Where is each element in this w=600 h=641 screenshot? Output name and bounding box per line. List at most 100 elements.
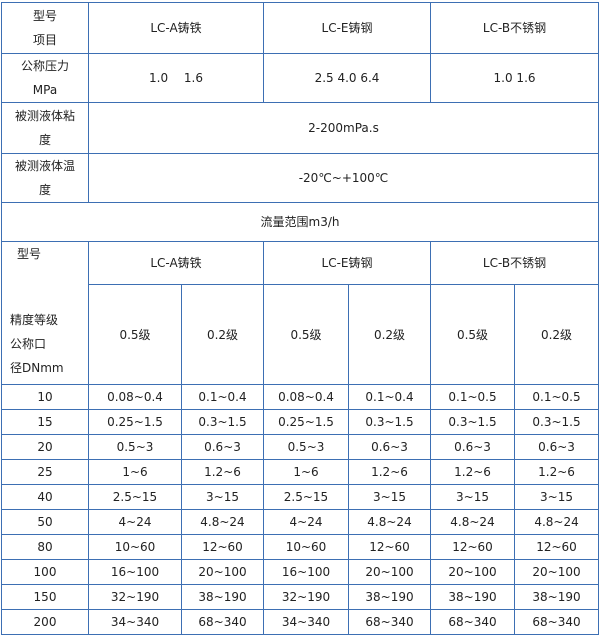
flow-range-cell: 38~190 <box>347 584 432 610</box>
flow-range-cell: 0.6~3 <box>430 434 516 460</box>
dn-cell: 100 <box>1 559 89 585</box>
model-cell: LC-E铸钢 <box>262 2 432 54</box>
model-header-row: 型号 项目 LC-A铸铁 LC-E铸钢 LC-B不锈钢 <box>1 2 600 54</box>
flow-range-cell: 32~190 <box>88 584 182 610</box>
pressure-value: 2.5 4.0 6.4 <box>262 53 432 103</box>
flow-range-cell: 0.1~0.5 <box>430 384 516 410</box>
viscosity-row: 被测液体粘 度 2-200mPa.s <box>1 102 600 154</box>
flow-range-cell: 4~24 <box>263 509 349 535</box>
flow-range-cell: 4.8~24 <box>514 509 600 535</box>
flow-range-cell: 34~340 <box>263 609 349 635</box>
flow-range-cell: 68~340 <box>430 609 516 635</box>
temperature-value: -20℃~+100℃ <box>87 153 600 203</box>
flow-range-cell: 34~340 <box>88 609 182 635</box>
dn-cell: 40 <box>1 484 89 510</box>
grade-cell: 0.2级 <box>347 284 432 385</box>
dn-cell: 80 <box>1 534 89 560</box>
flow-range-cell: 3~15 <box>514 484 600 510</box>
flow-range-cell: 0.6~3 <box>347 434 432 460</box>
flow-range-cell: 3~15 <box>181 484 264 510</box>
flow-model-cell: LC-B不锈钢 <box>430 241 600 285</box>
model-cell: LC-A铸铁 <box>88 2 264 54</box>
table-row: 80 10~60 12~60 10~60 12~60 12~60 12~60 <box>1 534 600 560</box>
table-row: 20 0.5~3 0.6~3 0.5~3 0.6~3 0.6~3 0.6~3 <box>1 434 600 460</box>
flow-range-cell: 0.3~1.5 <box>347 409 432 435</box>
flow-range-cell: 20~100 <box>514 559 600 585</box>
flow-range-cell: 0.1~0.4 <box>181 384 264 410</box>
flow-corner-dn: 径DNmm <box>10 361 64 375</box>
viscosity-label-line: 度 <box>38 133 51 147</box>
dn-cell: 150 <box>1 584 89 610</box>
flow-corner-model: 型号 <box>17 247 42 261</box>
flow-range-cell: 1.2~6 <box>181 459 264 485</box>
dn-cell: 10 <box>1 384 89 410</box>
dn-cell: 15 <box>1 409 89 435</box>
flow-model-cell: LC-A铸铁 <box>88 241 264 285</box>
flow-range-cell: 32~190 <box>263 584 349 610</box>
pressure-value: 1.0 1.6 <box>430 53 600 103</box>
model-cell: LC-B不锈钢 <box>430 2 600 54</box>
flow-range-cell: 0.08~0.4 <box>88 384 182 410</box>
flow-range-cell: 20~100 <box>430 559 516 585</box>
flow-corner-grade: 精度等级 <box>10 313 59 327</box>
flow-range-cell: 0.6~3 <box>514 434 600 460</box>
pressure-value: 1.0 1.6 <box>88 53 264 103</box>
table-row: 40 2.5~15 3~15 2.5~15 3~15 3~15 3~15 <box>1 484 600 510</box>
flow-range-cell: 16~100 <box>263 559 349 585</box>
temperature-label: 被测液体温 度 <box>1 153 89 203</box>
flow-title: 流量范围m3/h <box>0 202 600 242</box>
flow-range-cell: 12~60 <box>181 534 264 560</box>
grade-cell: 0.2级 <box>181 284 264 385</box>
corner-model-label: 型号 <box>32 9 57 23</box>
flow-range-cell: 38~190 <box>514 584 600 610</box>
flow-range-cell: 10~60 <box>263 534 349 560</box>
viscosity-label-line: 被测液体粘 <box>14 109 75 123</box>
flow-range-cell: 0.08~0.4 <box>263 384 349 410</box>
grade-row: 0.5级 0.2级 0.5级 0.2级 0.5级 0.2级 <box>2 284 600 385</box>
flow-range-cell: 68~340 <box>347 609 432 635</box>
flow-corner-cell: 型号 精度等级 公称口 径DNmm <box>1 241 89 385</box>
flow-range-cell: 4~24 <box>88 509 182 535</box>
flow-model-cell: LC-E铸钢 <box>262 241 432 285</box>
temperature-label-line: 被测液体温 <box>14 159 75 173</box>
flow-range-cell: 1~6 <box>263 459 349 485</box>
flow-range-cell: 1~6 <box>88 459 182 485</box>
table-row: 50 4~24 4.8~24 4~24 4.8~24 4.8~24 4.8~24 <box>1 509 600 535</box>
flow-range-cell: 0.3~1.5 <box>181 409 264 435</box>
flow-range-cell: 0.3~1.5 <box>430 409 516 435</box>
table-row: 150 32~190 38~190 32~190 38~190 38~190 38~190 <box>1 584 600 610</box>
pressure-label-line: 公称压力 <box>20 59 69 73</box>
viscosity-value: 2-200mPa.s <box>87 102 600 154</box>
flow-range-cell: 68~340 <box>181 609 264 635</box>
table-row: 100 16~100 20~100 16~100 20~100 20~100 20~100 <box>1 559 600 585</box>
table-row: 200 34~340 68~340 34~340 68~340 68~340 68~340 <box>1 609 600 635</box>
table-row: 25 1~6 1.2~6 1~6 1.2~6 1.2~6 1.2~6 <box>1 459 600 485</box>
flow-range-cell: 4.8~24 <box>181 509 264 535</box>
flow-range-cell: 12~60 <box>430 534 516 560</box>
table-row: 15 0.25~1.5 0.3~1.5 0.25~1.5 0.3~1.5 0.3~1.5 0… <box>1 409 600 435</box>
flow-range-cell: 0.1~0.4 <box>347 384 432 410</box>
flow-range-cell: 38~190 <box>181 584 264 610</box>
flow-range-cell: 20~100 <box>181 559 264 585</box>
flow-range-cell: 12~60 <box>347 534 432 560</box>
temperature-label-line: 度 <box>38 183 51 197</box>
flow-range-cell: 3~15 <box>347 484 432 510</box>
grade-cell: 0.5级 <box>430 284 516 385</box>
flow-range-cell: 0.5~3 <box>263 434 349 460</box>
pressure-label: 公称压力 MPa <box>1 53 89 103</box>
pressure-row: 公称压力 MPa 1.0 1.6 2.5 4.0 6.4 1.0 1.6 <box>1 53 600 103</box>
pressure-unit: MPa <box>32 83 58 97</box>
flow-range-cell: 1.2~6 <box>430 459 516 485</box>
dn-cell: 20 <box>1 434 89 460</box>
viscosity-label: 被测液体粘 度 <box>1 102 89 154</box>
dn-cell: 25 <box>1 459 89 485</box>
flow-range-cell: 0.3~1.5 <box>514 409 600 435</box>
flow-range-cell: 3~15 <box>430 484 516 510</box>
flow-range-cell: 0.1~0.5 <box>514 384 600 410</box>
corner-item-label: 项目 <box>32 33 57 47</box>
dn-cell: 50 <box>1 509 89 535</box>
grade-cell: 0.5级 <box>88 284 182 385</box>
flow-range-cell: 4.8~24 <box>347 509 432 535</box>
flow-range-cell: 68~340 <box>514 609 600 635</box>
